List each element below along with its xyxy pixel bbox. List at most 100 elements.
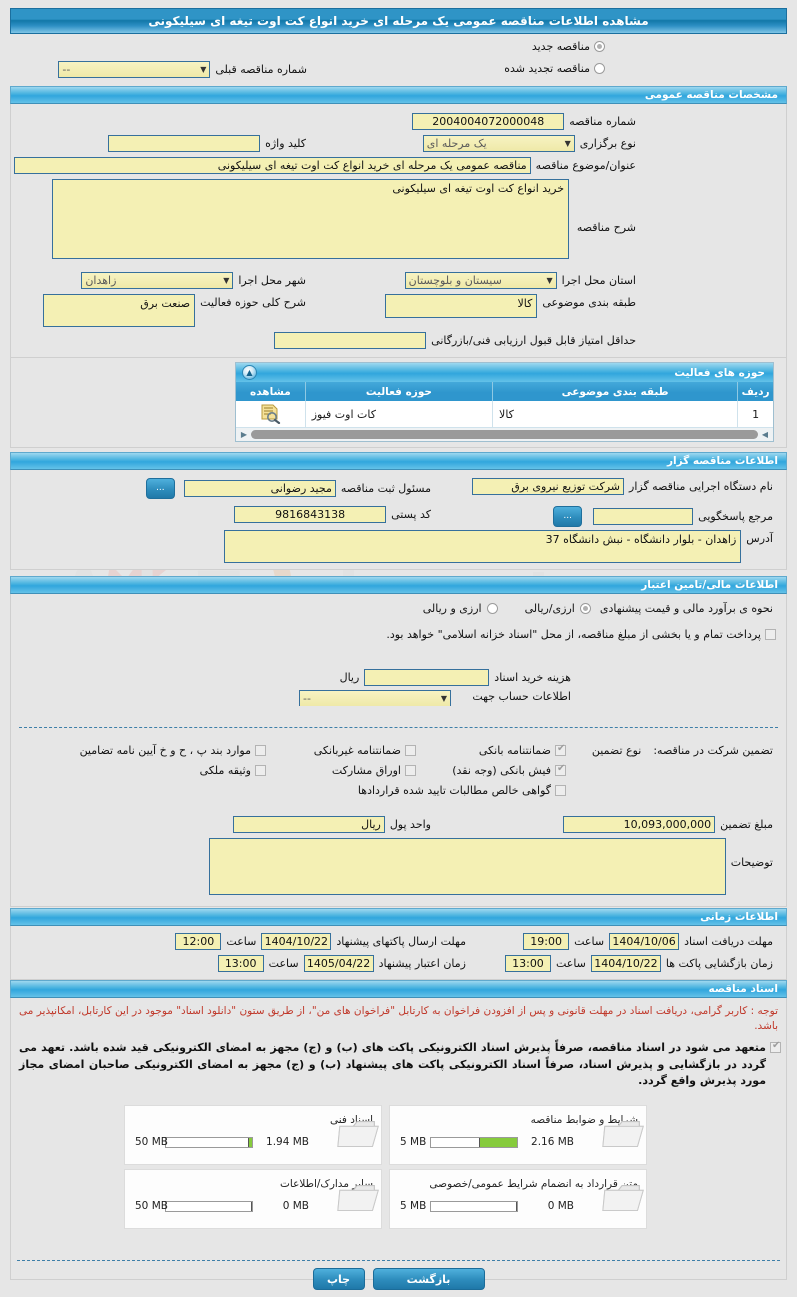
folder-icon (337, 1184, 379, 1212)
textarea-tender-description[interactable]: خرید انواع کت اوت تیغه ای سیلیکونی (52, 179, 569, 259)
checkbox-net-claims-certificate[interactable] (555, 785, 566, 796)
radio-currency-rial[interactable] (579, 603, 591, 614)
field-subject-category[interactable]: کالا (385, 294, 538, 318)
field-contact-authority[interactable] (593, 508, 694, 525)
field-document-cost[interactable] (364, 669, 490, 686)
select-holding-type[interactable]: ▼ یک مرحله ای (422, 135, 575, 152)
chevron-down-icon: ▼ (564, 139, 571, 148)
select-holding-type-value: یک مرحله ای (426, 137, 487, 150)
divider (19, 727, 778, 728)
scroll-thumb[interactable] (251, 430, 758, 439)
field-org-name[interactable]: شرکت توزیع نیروی برق (472, 478, 625, 495)
label-estimate-method: نحوه ی برآورد مالی و قیمت پیشنهادی (599, 602, 773, 615)
tender-type-block: مناقصه جدید مناقصه تجدید شده شماره مناقص… (10, 36, 787, 84)
select-city-value: زاهدان (85, 274, 117, 287)
checkbox-nonbank-guarantee[interactable] (405, 745, 416, 756)
field-doc-receipt-time[interactable]: 19:00 (523, 933, 570, 950)
file-box-technical-docs[interactable]: اسناد فنی 1.94 MB 50 MB (124, 1105, 382, 1165)
field-keyword[interactable] (108, 135, 261, 152)
activity-areas-panel: ▲ حوزه های فعالیت ردیف طبقه بندی موضوعی … (10, 358, 787, 448)
field-doc-receipt-date[interactable]: 1404/10/06 (609, 933, 680, 950)
label-proposal-submit-deadline: مهلت ارسال پاکتهای پیشنهاد (336, 935, 466, 948)
select-city[interactable]: ▼ زاهدان (81, 272, 234, 289)
field-tender-number[interactable]: 2004004072000048 (412, 113, 565, 130)
label-doc-receipt-deadline: مهلت دریافت اسناد (684, 935, 773, 948)
scroll-left-icon[interactable]: ◀ (761, 430, 769, 439)
checkbox-property-deed[interactable] (255, 765, 266, 776)
print-button[interactable]: چاپ (312, 1268, 365, 1290)
select-previous-tender-number[interactable]: ▼ -- (58, 61, 211, 78)
label-regulation-clauses: موارد بند پ ، ح و خ آیین نامه تضامین (79, 744, 251, 757)
label-activity-description: شرح کلی حوزه فعالیت (200, 296, 306, 309)
commitment-text: متعهد می شود در اسناد مناقصه، صرفاً پذیر… (19, 1041, 766, 1087)
field-guarantee-amount[interactable]: 10,093,000,000 (563, 816, 716, 833)
file-used-other-docs: 0 MB (282, 1200, 309, 1212)
label-document-cost-currency: ریال (339, 671, 360, 684)
chevron-down-icon: ▼ (546, 276, 553, 285)
label-envelope-opening: زمان بازگشایی پاکت ها (665, 957, 773, 970)
field-postal-code[interactable]: 9816843138 (234, 506, 387, 523)
table-horizontal-scrollbar[interactable]: ◀ ▶ (236, 427, 773, 441)
scroll-right-icon[interactable]: ▶ (240, 430, 248, 439)
select-deposit-account[interactable]: ▼ -- (299, 690, 451, 707)
field-tender-subject[interactable]: مناقصه عمومی یک مرحله ای خرید انواع کت ا… (13, 157, 531, 174)
back-button[interactable]: بازگشت (372, 1268, 485, 1290)
progress-other-docs (165, 1201, 253, 1212)
textarea-remarks[interactable] (208, 838, 726, 895)
radio-renewed-tender[interactable] (594, 63, 605, 74)
documents-panel: اسناد مناقصه توجه : کاربر گرامی، دریافت … (10, 980, 787, 1280)
checkbox-bank-receipt[interactable] (555, 763, 566, 776)
browse-registrar-button[interactable]: ... (145, 478, 175, 499)
activity-areas-table-head: ردیف طبقه بندی موضوعی حوزه فعالیت مشاهده (236, 382, 773, 401)
documents-header: اسناد مناقصه (10, 980, 787, 998)
checkbox-participation-bonds[interactable] (405, 765, 416, 776)
label-proposal-validity: زمان اعتبار پیشنهاد (378, 957, 466, 970)
label-previous-tender-number: شماره مناقصه قبلی (215, 63, 307, 76)
column-category: طبقه بندی موضوعی (492, 382, 737, 401)
file-box-contract-text[interactable]: متن قرارداد به انضمام شرایط عمومی/خصوصی … (389, 1169, 647, 1229)
file-used-contract-text: 0 MB (547, 1200, 574, 1212)
timing-header: اطلاعات زمانی (10, 908, 787, 926)
label-postal-code: کد پستی (391, 508, 431, 521)
select-province[interactable]: ▼ سیستان و بلوچستان (404, 272, 557, 289)
radio-new-tender[interactable] (594, 41, 605, 52)
file-box-tender-terms[interactable]: شرایط و ضوابط مناقصه 2.16 MB 5 MB (389, 1105, 647, 1165)
field-min-score[interactable] (274, 332, 427, 349)
activity-areas-header: ▲ حوزه های فعالیت (236, 363, 773, 382)
field-address[interactable]: زاهدان - بلوار دانشگاه - نبش دانشگاه 37 (224, 530, 742, 563)
field-proposal-submit-time[interactable]: 12:00 (175, 933, 222, 950)
field-registrar[interactable]: مجید رضوانی (183, 480, 336, 497)
chevron-down-icon: ▼ (440, 694, 447, 703)
field-proposal-validity-date[interactable]: 1405/04/22 (303, 955, 374, 972)
label-tender-description: شرح مناقصه (576, 221, 636, 234)
field-envelope-opening-time[interactable]: 13:00 (504, 955, 551, 972)
label-remarks: توضیحات (730, 856, 773, 869)
checkbox-bank-guarantee[interactable] (555, 743, 566, 756)
radio-currency-both[interactable] (486, 603, 498, 614)
table-row[interactable]: 1 کالا کات اوت فیوز (236, 401, 773, 427)
documents-note: توجه : کاربر گرامی، دریافت اسناد در مهلت… (19, 1005, 778, 1033)
label-currency-both: ارزی و ریالی (422, 602, 482, 615)
field-proposal-submit-date[interactable]: 1404/10/22 (261, 933, 332, 950)
cell-activity-area: کات اوت فیوز (304, 401, 492, 427)
browse-contact-button[interactable]: ... (553, 506, 583, 527)
label-city: شهر محل اجرا (238, 274, 306, 287)
select-previous-tender-number-value: -- (62, 63, 71, 76)
checkbox-regulation-clauses[interactable] (255, 745, 266, 756)
file-box-other-docs[interactable]: سایر مدارک/اطلاعات 0 MB 50 MB (124, 1169, 382, 1229)
field-proposal-validity-time[interactable]: 13:00 (217, 955, 264, 972)
field-envelope-opening-date[interactable]: 1404/10/22 (590, 955, 661, 972)
label-bank-receipt: فیش بانکی (وجه نقد) (452, 764, 551, 777)
file-capacity-tender-terms: 5 MB (400, 1136, 427, 1148)
label-guarantee-amount: مبلغ تضمین (720, 818, 773, 831)
view-document-icon[interactable] (236, 401, 305, 427)
collapse-icon[interactable]: ▲ (242, 365, 257, 380)
field-activity-description[interactable]: صنعت برق (43, 294, 196, 327)
field-currency-unit[interactable]: ریال (232, 816, 385, 833)
folder-icon (337, 1120, 379, 1148)
financial-panel: اطلاعات مالی/تامین اعتبار نحوه ی برآورد … (10, 576, 787, 724)
checkbox-commitment[interactable] (770, 1040, 781, 1053)
cell-category: کالا (492, 401, 737, 427)
label-hour-2: ساعت (226, 935, 257, 948)
checkbox-treasury-payment[interactable] (765, 629, 776, 640)
